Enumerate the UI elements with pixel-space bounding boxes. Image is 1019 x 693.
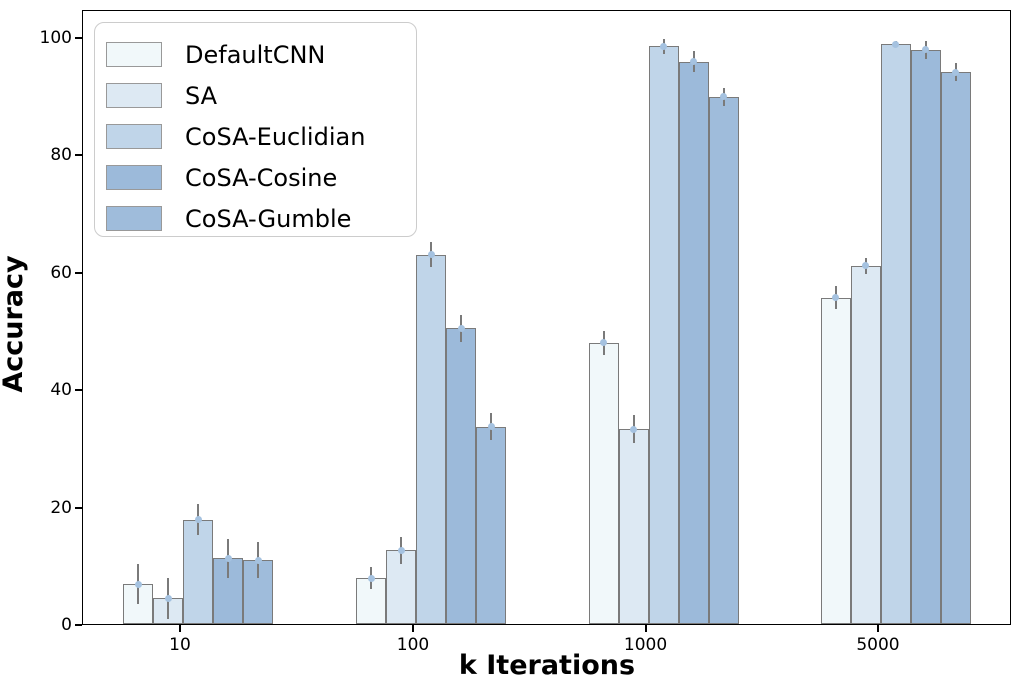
- mean-marker: [892, 40, 900, 48]
- legend-item-DefaultCNN: DefaultCNN: [106, 34, 416, 75]
- mean-marker: [367, 574, 375, 582]
- legend-label: CoSA-Cosine: [185, 163, 338, 192]
- bar-CoSA-Gumble-100: [476, 426, 506, 624]
- mean-marker: [224, 554, 232, 562]
- y-tick-label: 40: [50, 380, 72, 401]
- bar-CoSA-Euclidian-10: [183, 519, 213, 624]
- y-tick-mark: [75, 37, 82, 39]
- x-tick-mark: [644, 625, 647, 632]
- y-tick-mark: [75, 506, 82, 509]
- mean-marker: [832, 294, 840, 302]
- x-tick-mark: [179, 625, 181, 632]
- bar-CoSA-Gumble-1000: [708, 96, 739, 624]
- y-tick-label: 60: [50, 262, 72, 283]
- bar-DefaultCNN-1000: [588, 342, 619, 624]
- mean-marker: [922, 46, 930, 54]
- legend-item-CoSA-Gumble: CoSA-Gumble: [106, 198, 416, 239]
- mean-marker: [427, 251, 435, 259]
- mean-marker: [952, 68, 960, 76]
- y-tick-label: 20: [50, 497, 72, 518]
- legend: DefaultCNN SA CoSA-Euclidian CoSA-Cosine CoS…: [94, 22, 417, 237]
- mean-marker: [254, 556, 262, 564]
- legend-item-CoSA-Cosine: CoSA-Cosine: [106, 157, 416, 198]
- x-tick-mark: [412, 625, 414, 632]
- bar-CoSA-Euclidian-100: [416, 254, 446, 624]
- bar-CoSA-Gumble-5000: [940, 72, 971, 624]
- bar-CoSA-Cosine-5000: [910, 49, 941, 624]
- legend-item-SA: SA: [106, 75, 416, 116]
- x-axis-label: k Iterations: [458, 650, 636, 681]
- bar-SA-1000: [618, 429, 649, 624]
- legend-swatch: [106, 42, 162, 67]
- y-tick-mark: [75, 624, 82, 626]
- mean-marker: [397, 546, 405, 554]
- mean-marker: [194, 516, 202, 524]
- y-tick-label: 100: [39, 28, 72, 48]
- x-tick-label: 1000: [623, 635, 668, 655]
- legend-swatch: [106, 165, 162, 190]
- bar-CoSA-Euclidian-1000: [648, 46, 679, 624]
- bar-CoSA-Cosine-100: [446, 328, 476, 624]
- y-tick-label: 80: [50, 145, 72, 166]
- mean-marker: [134, 580, 142, 588]
- mean-marker: [660, 42, 668, 50]
- legend-swatch: [106, 206, 162, 231]
- mean-marker: [457, 324, 465, 332]
- y-tick-label: 0: [61, 615, 72, 635]
- bar-CoSA-Cosine-1000: [678, 61, 709, 624]
- legend-label: DefaultCNN: [185, 40, 326, 69]
- legend-label: SA: [185, 81, 218, 110]
- legend-item-CoSA-Euclidian: CoSA-Euclidian: [106, 116, 416, 157]
- mean-marker: [487, 423, 495, 431]
- mean-marker: [164, 594, 172, 602]
- y-tick-mark: [75, 271, 82, 274]
- legend-swatch: [106, 124, 162, 149]
- mean-marker: [600, 339, 608, 347]
- x-tick-label: 5000: [856, 635, 900, 655]
- y-axis-label: Accuracy: [0, 255, 29, 393]
- y-tick-mark: [75, 389, 82, 392]
- mean-marker: [630, 425, 638, 433]
- x-tick-label: 100: [396, 635, 430, 655]
- x-tick-mark: [876, 625, 879, 632]
- bar-SA-5000: [850, 265, 881, 624]
- mean-marker: [720, 93, 728, 101]
- bar-CoSA-Euclidian-5000: [880, 44, 911, 624]
- bar-DefaultCNN-5000: [820, 297, 851, 624]
- legend-label: CoSA-Gumble: [185, 204, 352, 233]
- x-tick-label: 10: [169, 635, 191, 655]
- mean-marker: [690, 58, 698, 66]
- y-tick-mark: [75, 154, 82, 157]
- mean-marker: [862, 262, 870, 270]
- legend-label: CoSA-Euclidian: [185, 122, 366, 151]
- legend-swatch: [106, 83, 162, 108]
